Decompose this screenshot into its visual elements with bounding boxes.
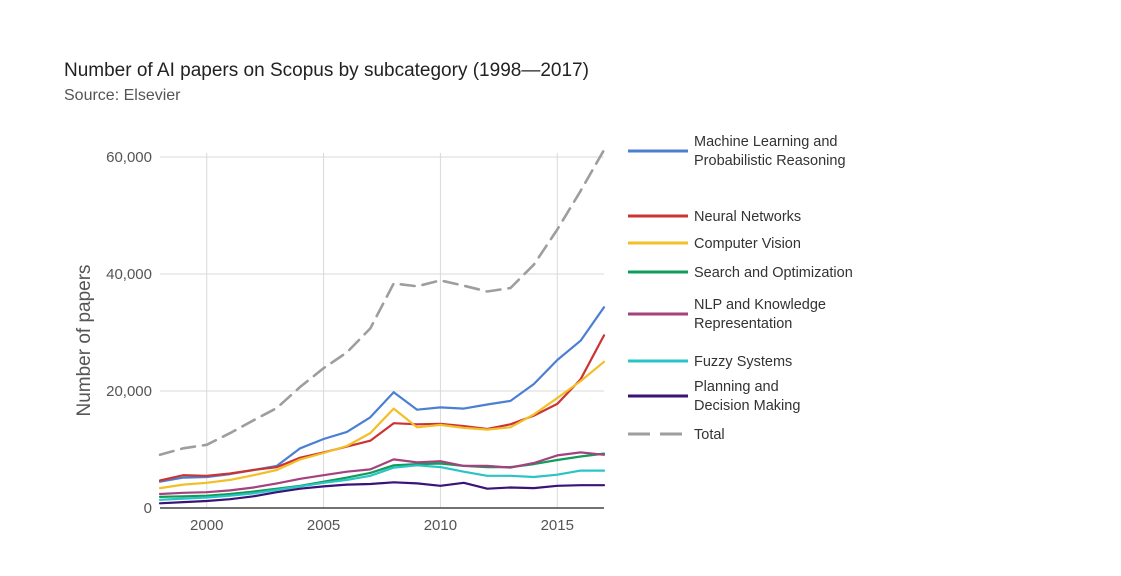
chart-subtitle: Source: Elsevier (64, 87, 181, 104)
x-tick-label: 2015 (541, 517, 574, 534)
legend-label-2: Computer Vision (694, 236, 801, 252)
x-tick-label: 2005 (307, 517, 340, 534)
series-line-4 (158, 451, 606, 496)
y-axis-label: Number of papers (74, 264, 95, 416)
y-tick-label: 0 (144, 500, 152, 517)
legend-label-6: Planning and Decision Making (694, 379, 800, 414)
series-line-0 (158, 306, 606, 483)
legend-label-1: Neural Networks (694, 209, 801, 225)
y-tick-label: 40,000 (106, 266, 152, 283)
series-line-1 (158, 334, 606, 482)
series-line-5 (158, 464, 606, 501)
y-tick-label: 60,000 (106, 149, 152, 166)
series-line-6 (158, 481, 606, 505)
series-line-7 (158, 148, 606, 457)
legend-label-0: Machine Learning and Probabilistic Reason… (694, 134, 846, 169)
y-tick-label: 20,000 (106, 383, 152, 400)
legend-label-3: Search and Optimization (694, 265, 853, 281)
gridlines (160, 153, 604, 508)
legend-label-4: NLP and Knowledge Representation (694, 297, 826, 332)
x-tick-label: 2010 (424, 517, 457, 534)
series-line-2 (158, 360, 606, 490)
legend-label-5: Fuzzy Systems (694, 354, 792, 370)
chart-title: Number of AI papers on Scopus by subcate… (64, 60, 589, 81)
legend: Machine Learning and Probabilistic Reason… (628, 134, 853, 443)
axes: 0 20,000 40,000 60,000 2000 2005 2010 2015 Numbe… (74, 149, 604, 534)
x-tick-label: 2000 (190, 517, 223, 534)
series-lines (158, 148, 606, 505)
legend-label-7: Total (694, 427, 725, 443)
